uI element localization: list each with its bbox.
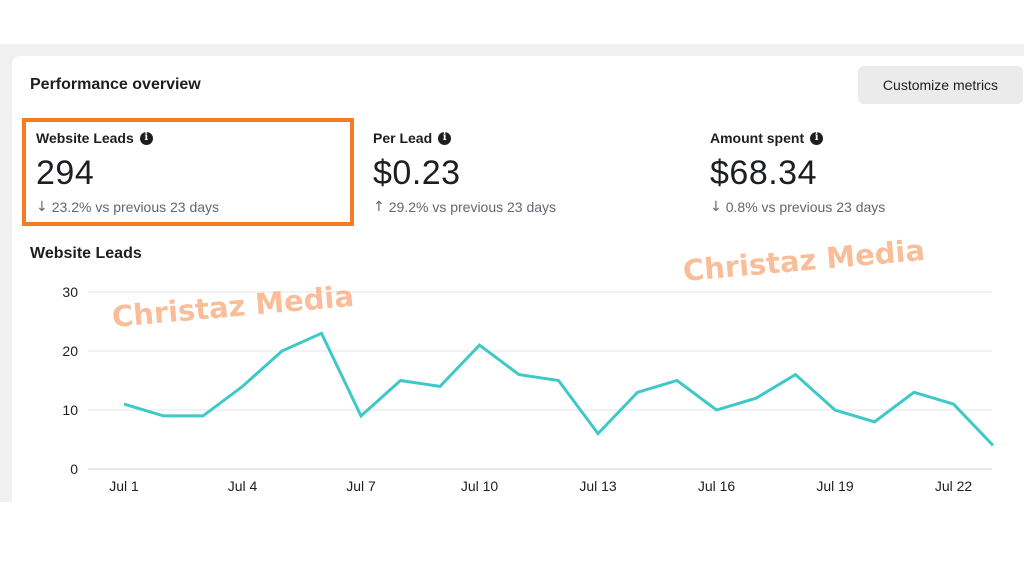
panel-title: Performance overview <box>30 76 201 93</box>
data-point[interactable] <box>279 348 285 354</box>
data-point[interactable] <box>398 378 404 384</box>
x-tick-label: Jul 22 <box>935 478 973 494</box>
y-tick-label: 30 <box>62 284 78 300</box>
data-point[interactable] <box>200 413 206 419</box>
x-tick-label: Jul 7 <box>346 478 376 494</box>
data-point[interactable] <box>832 407 838 413</box>
data-point[interactable] <box>556 378 562 384</box>
y-tick-label: 0 <box>70 461 78 477</box>
metric-change: 0.8% vs previous 23 days <box>725 199 886 215</box>
data-point[interactable] <box>793 372 799 378</box>
data-point[interactable] <box>872 419 878 425</box>
metric-label: Amount spent <box>710 130 805 146</box>
data-point[interactable] <box>161 413 167 419</box>
top-strip <box>0 0 1024 44</box>
data-point[interactable] <box>714 407 720 413</box>
series-line <box>123 331 995 447</box>
x-tick-label: Jul 4 <box>228 478 258 494</box>
metric-change: 29.2% vs previous 23 days <box>388 199 557 215</box>
info-icon[interactable]: i <box>810 131 824 145</box>
performance-panel <box>12 56 1024 502</box>
metric-label: Website Leads <box>36 130 134 146</box>
metric-value: $68.34 <box>710 154 817 192</box>
metric-change: 23.2% vs previous 23 days <box>51 199 220 215</box>
metric-label: Per Lead <box>373 130 433 146</box>
metric-per-lead[interactable]: Per Lead i $0.23 ↑ 29.2% vs previous 23 … <box>373 130 556 215</box>
info-icon[interactable]: i <box>139 131 153 145</box>
x-tick-label: Jul 19 <box>816 478 854 494</box>
x-tick-label: Jul 16 <box>698 478 736 494</box>
info-icon[interactable]: i <box>438 131 452 145</box>
data-point[interactable] <box>674 378 680 384</box>
y-tick-label: 10 <box>62 402 78 418</box>
data-point[interactable] <box>477 342 483 348</box>
data-point[interactable] <box>437 383 443 389</box>
metric-value: 294 <box>36 154 95 192</box>
arrow-down-icon: ↓ <box>36 199 48 215</box>
data-point[interactable] <box>990 442 996 448</box>
x-tick-label: Jul 10 <box>461 478 499 494</box>
x-tick-label: Jul 1 <box>109 478 139 494</box>
data-point[interactable] <box>516 372 522 378</box>
arrow-up-icon: ↑ <box>373 199 385 215</box>
metric-website-leads[interactable]: Website Leads i 294 ↓ 23.2% vs previous … <box>36 130 219 215</box>
data-point[interactable] <box>595 431 601 437</box>
arrow-down-icon: ↓ <box>710 199 722 215</box>
metric-value: $0.23 <box>373 154 461 192</box>
x-tick-label: Jul 13 <box>579 478 617 494</box>
highlight-box <box>22 118 354 226</box>
data-point[interactable] <box>635 389 641 395</box>
data-point[interactable] <box>753 395 759 401</box>
data-point[interactable] <box>121 401 127 407</box>
metric-amount-spent[interactable]: Amount spent i $68.34 ↓ 0.8% vs previous… <box>710 130 885 215</box>
data-point[interactable] <box>358 413 364 419</box>
data-point[interactable] <box>240 383 246 389</box>
data-point[interactable] <box>951 401 957 407</box>
customize-metrics-button[interactable]: Customize metrics <box>858 66 1023 104</box>
data-point[interactable] <box>319 330 325 336</box>
chart-title: Website Leads <box>30 245 142 262</box>
y-tick-label: 20 <box>62 343 78 359</box>
data-point[interactable] <box>911 389 917 395</box>
